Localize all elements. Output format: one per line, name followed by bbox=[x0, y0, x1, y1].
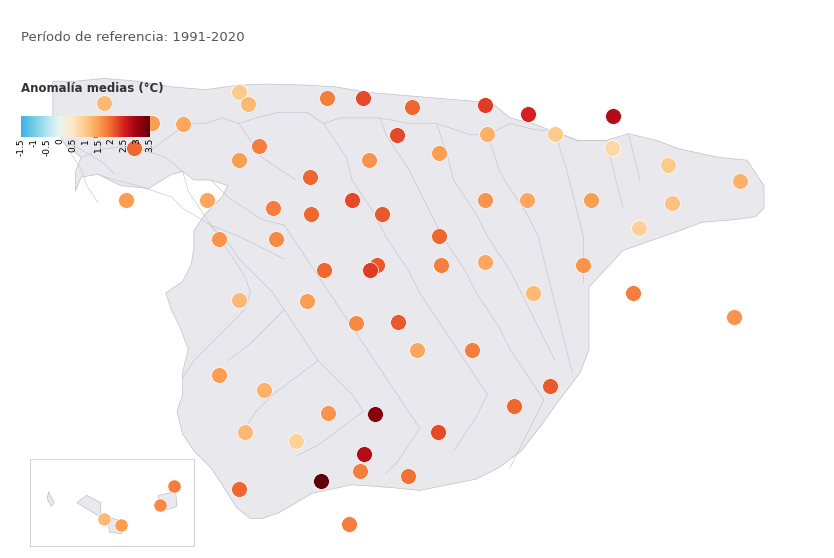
Point bbox=[391, 317, 404, 326]
Point bbox=[733, 177, 746, 186]
Point bbox=[233, 88, 246, 97]
Point bbox=[239, 427, 252, 436]
Point bbox=[357, 450, 370, 459]
Point bbox=[233, 485, 246, 494]
Point bbox=[213, 235, 226, 244]
Point bbox=[478, 257, 491, 266]
Text: Período de referencia: 1991-2020: Período de referencia: 1991-2020 bbox=[21, 31, 244, 44]
Point bbox=[433, 232, 446, 241]
Point bbox=[127, 143, 140, 152]
Point bbox=[233, 295, 246, 304]
Point bbox=[626, 288, 640, 297]
Point bbox=[433, 149, 446, 158]
Point bbox=[258, 386, 271, 395]
Point bbox=[632, 224, 646, 233]
Point bbox=[370, 260, 384, 269]
Point bbox=[289, 436, 302, 445]
Point bbox=[364, 266, 377, 275]
Text: Anomalía medias (°C): Anomalía medias (°C) bbox=[21, 82, 163, 95]
Point bbox=[145, 118, 158, 127]
Point bbox=[114, 520, 128, 529]
Point bbox=[304, 172, 317, 181]
Point bbox=[661, 160, 675, 169]
Point bbox=[480, 129, 494, 138]
Point bbox=[176, 119, 189, 128]
Point bbox=[200, 195, 214, 204]
Point bbox=[390, 131, 404, 140]
Point bbox=[354, 466, 367, 475]
Point bbox=[322, 408, 335, 417]
Point bbox=[478, 195, 491, 204]
Point bbox=[362, 156, 375, 165]
Polygon shape bbox=[158, 492, 177, 510]
Point bbox=[345, 195, 359, 204]
Point bbox=[320, 93, 334, 102]
Point bbox=[153, 500, 167, 509]
Point bbox=[300, 296, 314, 305]
Point bbox=[521, 109, 535, 118]
Polygon shape bbox=[53, 78, 764, 518]
Point bbox=[97, 98, 110, 107]
Point bbox=[266, 204, 279, 213]
Point bbox=[168, 482, 181, 490]
Polygon shape bbox=[77, 496, 101, 517]
Point bbox=[241, 99, 254, 108]
Point bbox=[233, 156, 246, 165]
Point bbox=[119, 195, 133, 204]
Point bbox=[97, 514, 110, 523]
Point bbox=[478, 101, 491, 110]
Point bbox=[368, 410, 381, 418]
Point bbox=[314, 477, 328, 485]
Point bbox=[405, 102, 419, 111]
Point bbox=[584, 195, 597, 204]
Point bbox=[465, 345, 479, 354]
Point bbox=[434, 260, 447, 269]
Point bbox=[549, 129, 562, 138]
Point bbox=[507, 401, 520, 410]
Point bbox=[576, 260, 590, 269]
Point bbox=[356, 93, 369, 102]
Point bbox=[606, 112, 620, 121]
Point bbox=[343, 520, 356, 529]
Point bbox=[431, 427, 445, 436]
Point bbox=[304, 209, 318, 218]
Point bbox=[375, 209, 389, 218]
Point bbox=[252, 142, 265, 151]
Point bbox=[213, 371, 226, 380]
Point bbox=[520, 195, 534, 204]
Point bbox=[410, 346, 424, 355]
Point bbox=[543, 382, 556, 391]
Point bbox=[526, 288, 540, 297]
Point bbox=[88, 126, 102, 135]
Point bbox=[402, 472, 415, 481]
Point bbox=[605, 143, 618, 152]
Polygon shape bbox=[48, 492, 54, 506]
Point bbox=[317, 266, 330, 275]
Polygon shape bbox=[108, 517, 122, 534]
Point bbox=[269, 234, 283, 243]
Point bbox=[666, 198, 679, 207]
Point bbox=[349, 319, 363, 328]
Point bbox=[727, 312, 741, 321]
